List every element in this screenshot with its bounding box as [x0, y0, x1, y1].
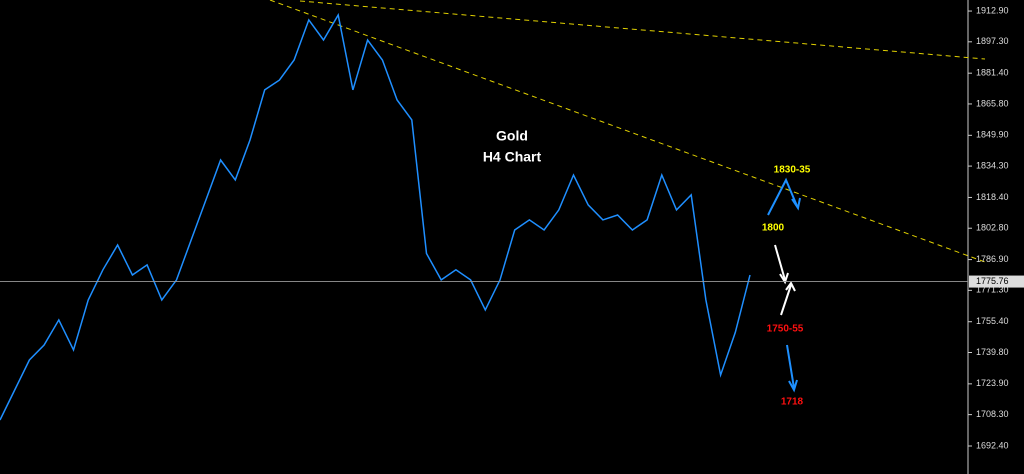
- arrow: [780, 284, 792, 316]
- current-price-label: 1775.76: [976, 276, 1009, 286]
- arrow: [767, 177, 798, 216]
- y-tick-label: 1739.80: [976, 347, 1009, 357]
- price-line: [0, 12, 751, 421]
- y-tick-label: 1818.40: [976, 192, 1009, 202]
- y-tick-label: 1723.90: [976, 378, 1009, 388]
- y-tick-label: 1912.90: [976, 5, 1009, 15]
- y-tick-label: 1865.80: [976, 98, 1009, 108]
- trend-line: [269, 0, 986, 263]
- y-tick-label: 1708.30: [976, 409, 1009, 419]
- arrow-head: [779, 272, 789, 285]
- annotation: 1800: [762, 223, 785, 234]
- chart-title: Gold: [496, 128, 528, 144]
- arrow-head: [791, 197, 801, 211]
- y-tick-label: 1897.30: [976, 36, 1009, 46]
- arrow-head: [788, 379, 798, 393]
- y-tick-label: 1834.30: [976, 160, 1009, 170]
- price-tag: [969, 275, 1024, 288]
- arrow-head: [785, 281, 796, 292]
- trend-line: [299, 0, 986, 60]
- annotation: 1718: [781, 397, 804, 408]
- arrows: [767, 177, 801, 393]
- arrow: [774, 244, 786, 281]
- y-tick-label: 1786.90: [976, 254, 1009, 264]
- annotation: 1830-35: [774, 165, 811, 176]
- y-tick-label: 1771.30: [976, 285, 1009, 295]
- y-tick-label: 1849.90: [976, 130, 1009, 140]
- chart-subtitle: H4 Chart: [483, 149, 542, 165]
- y-tick-label: 1755.40: [976, 316, 1009, 326]
- y-tick-label: 1881.40: [976, 68, 1009, 78]
- arrow: [786, 344, 795, 389]
- y-tick-label: 1692.40: [976, 440, 1009, 450]
- y-tick-label: 1802.80: [976, 223, 1009, 233]
- annotation: 1750-55: [767, 324, 804, 335]
